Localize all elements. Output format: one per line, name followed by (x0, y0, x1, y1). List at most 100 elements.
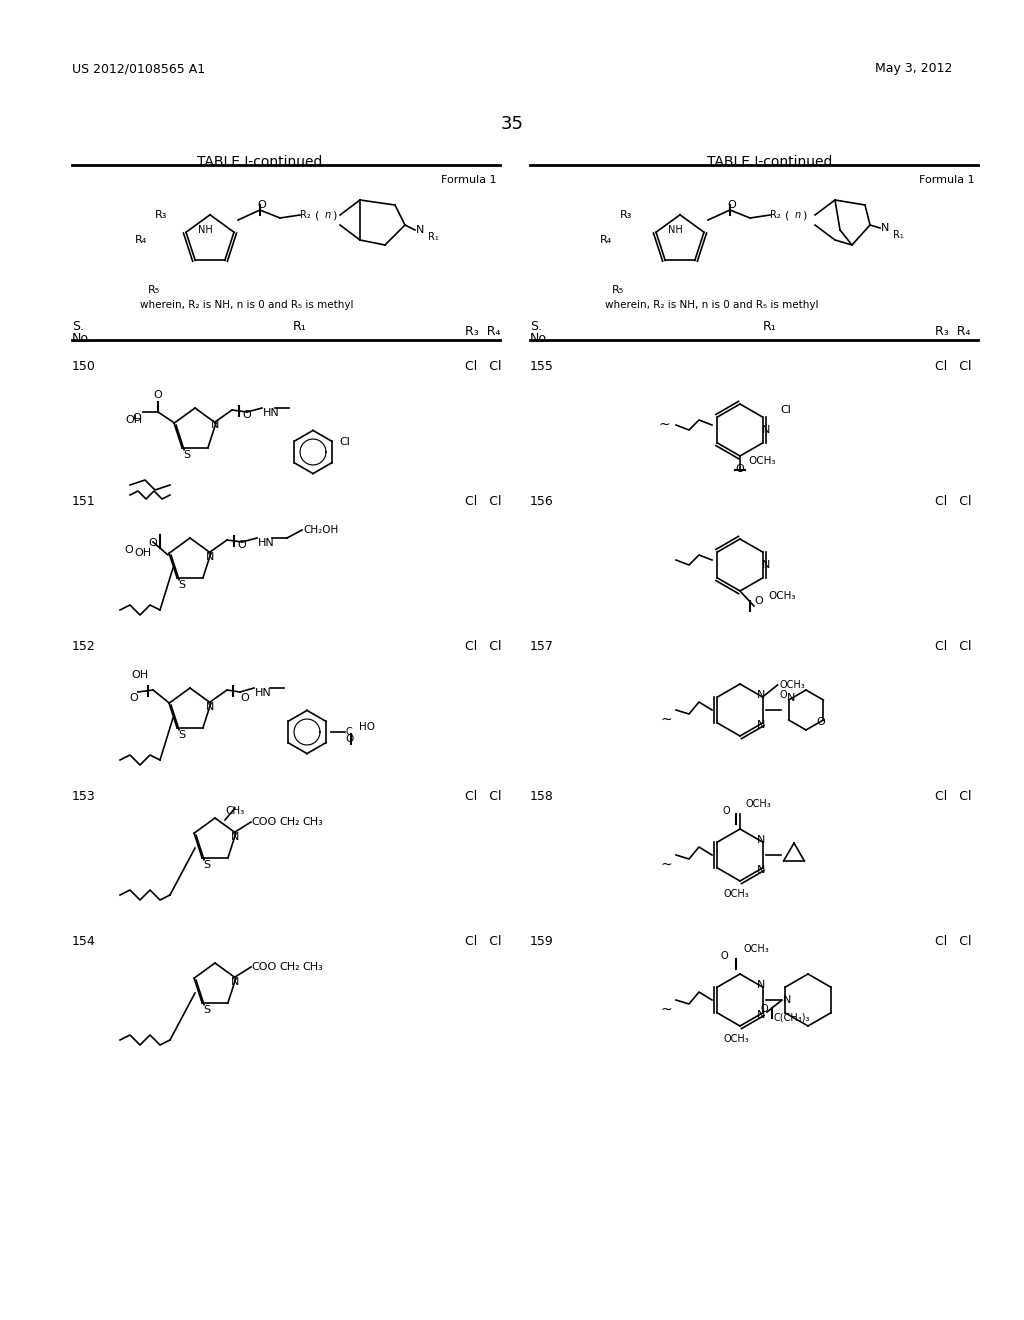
Text: O: O (728, 201, 736, 210)
Text: 151: 151 (72, 495, 96, 508)
Text: S: S (178, 730, 185, 741)
Text: Formula 1: Formula 1 (441, 176, 497, 185)
Text: TABLE I-continued: TABLE I-continued (708, 154, 833, 169)
Text: ~: ~ (660, 858, 672, 873)
Text: wherein, R₂ is NH, n is 0 and R₅ is methyl: wherein, R₂ is NH, n is 0 and R₅ is meth… (605, 300, 818, 310)
Text: O: O (780, 690, 787, 700)
Text: CH₂: CH₂ (279, 817, 300, 828)
Text: May 3, 2012: May 3, 2012 (874, 62, 952, 75)
Text: O: O (148, 539, 158, 548)
Text: O: O (132, 413, 141, 422)
Text: Cl   Cl: Cl Cl (465, 935, 502, 948)
Text: O: O (243, 411, 251, 420)
Text: ): ) (332, 210, 336, 220)
Text: 35: 35 (501, 115, 523, 133)
Text: CH₃: CH₃ (302, 817, 323, 828)
Text: O: O (124, 545, 133, 554)
Text: OCH₃: OCH₃ (723, 1034, 749, 1044)
Text: O: O (154, 389, 163, 400)
Text: Cl   Cl: Cl Cl (935, 640, 972, 653)
Text: O: O (345, 734, 353, 744)
Text: No.: No. (72, 333, 93, 345)
Text: TABLE I-continued: TABLE I-continued (198, 154, 323, 169)
Text: 158: 158 (530, 789, 554, 803)
Text: O: O (238, 540, 247, 550)
Text: Cl   Cl: Cl Cl (465, 495, 502, 508)
Text: Cl   Cl: Cl Cl (935, 789, 972, 803)
Text: N: N (757, 1010, 765, 1020)
Text: Formula 1: Formula 1 (920, 176, 975, 185)
Text: 157: 157 (530, 640, 554, 653)
Text: ): ) (802, 210, 806, 220)
Text: Cl   Cl: Cl Cl (465, 640, 502, 653)
Text: n: n (795, 210, 801, 220)
Text: O: O (754, 597, 763, 606)
Text: OCH₃: OCH₃ (748, 455, 775, 466)
Text: n: n (325, 210, 331, 220)
Text: HN: HN (263, 408, 280, 418)
Text: R₁: R₁ (763, 319, 777, 333)
Text: OCH₃: OCH₃ (768, 591, 796, 601)
Text: R₂: R₂ (770, 210, 780, 220)
Text: N: N (416, 224, 424, 235)
Text: OCH₃: OCH₃ (723, 888, 749, 899)
Text: Cl   Cl: Cl Cl (935, 495, 972, 508)
Text: R₄: R₄ (600, 235, 612, 246)
Text: 150: 150 (72, 360, 96, 374)
Text: No.: No. (530, 333, 551, 345)
Text: S: S (204, 861, 211, 870)
Text: S: S (204, 1005, 211, 1015)
Text: CH₂OH: CH₂OH (303, 525, 338, 535)
Text: O: O (735, 465, 744, 474)
Text: R₁: R₁ (428, 232, 438, 242)
Text: ~: ~ (660, 713, 672, 727)
Text: OCH₃: OCH₃ (745, 799, 771, 809)
Text: R₃  R₄: R₃ R₄ (935, 325, 971, 338)
Text: O: O (720, 950, 728, 961)
Text: OH: OH (131, 671, 148, 680)
Text: R₃: R₃ (155, 210, 167, 220)
Text: OCH₃: OCH₃ (743, 944, 769, 954)
Text: C: C (345, 727, 352, 737)
Text: 152: 152 (72, 640, 96, 653)
Text: Cl: Cl (339, 437, 350, 447)
Text: N: N (757, 979, 765, 990)
Text: O: O (129, 693, 138, 704)
Text: N: N (782, 995, 792, 1005)
Text: N: N (757, 690, 765, 700)
Text: 156: 156 (530, 495, 554, 508)
Text: N: N (230, 832, 240, 842)
Text: O: O (816, 717, 825, 727)
Text: S: S (183, 450, 190, 459)
Text: OH: OH (134, 548, 152, 558)
Text: N: N (881, 223, 890, 234)
Text: CH₃: CH₃ (225, 807, 245, 816)
Text: N: N (786, 693, 796, 704)
Text: S.: S. (530, 319, 542, 333)
Text: NH: NH (198, 224, 212, 235)
Text: (: ( (315, 210, 319, 220)
Text: 155: 155 (530, 360, 554, 374)
Text: O: O (258, 201, 266, 210)
Text: US 2012/0108565 A1: US 2012/0108565 A1 (72, 62, 205, 75)
Text: HN: HN (255, 688, 271, 698)
Text: CH₃: CH₃ (302, 962, 323, 972)
Text: O: O (240, 693, 249, 704)
Text: Cl   Cl: Cl Cl (465, 789, 502, 803)
Text: R₄: R₄ (135, 235, 147, 246)
Text: N: N (757, 719, 765, 730)
Text: OH: OH (126, 414, 143, 425)
Text: N: N (757, 836, 765, 845)
Text: Cl   Cl: Cl Cl (935, 360, 972, 374)
Text: Cl   Cl: Cl Cl (935, 935, 972, 948)
Text: N: N (206, 702, 214, 711)
Text: ~: ~ (658, 418, 670, 432)
Text: N: N (211, 420, 219, 430)
Text: N: N (206, 552, 214, 562)
Text: S.: S. (72, 319, 84, 333)
Text: R₂: R₂ (300, 210, 310, 220)
Text: 159: 159 (530, 935, 554, 948)
Text: N: N (757, 865, 765, 875)
Text: CH₂: CH₂ (279, 962, 300, 972)
Text: O: O (722, 807, 730, 816)
